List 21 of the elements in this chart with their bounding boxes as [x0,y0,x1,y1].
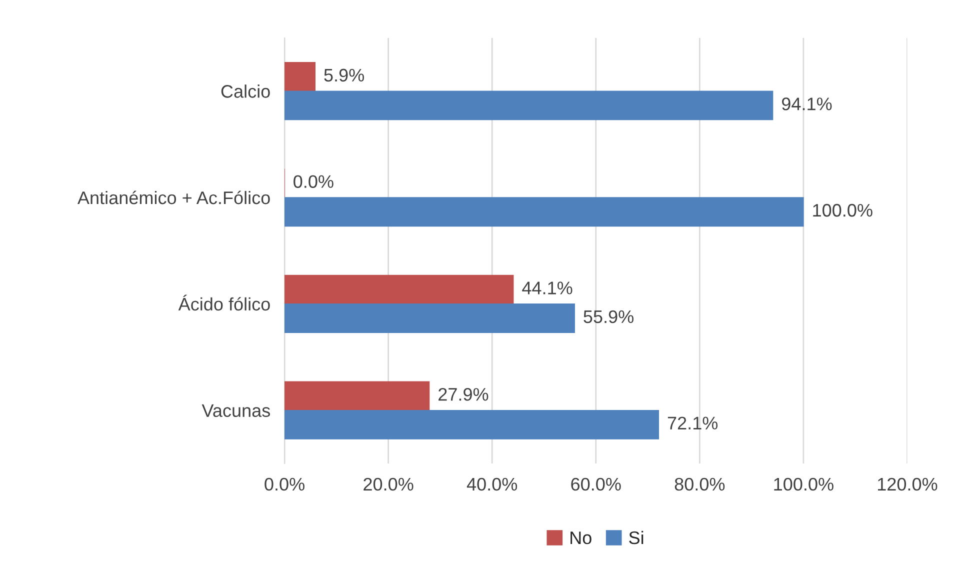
x-tick-label: 20.0% [364,478,414,491]
x-tick-label: 40.0% [466,478,518,491]
x-tick-label: 0.0% [264,478,304,491]
x-tick-label: 80.0% [674,478,725,491]
data-label: 44.1% [522,282,572,294]
y-tick-label: Ácido fólico [178,294,270,311]
x-tick-label: 100.0% [774,478,834,491]
x-tick-label: 60.0% [571,478,621,491]
legend-label: Si [629,530,644,544]
data-label: 27.9% [438,388,488,401]
y-tick-label: Vacunas [202,404,270,418]
y-tick-label: Antianémico + Ac.Fólico [77,190,270,204]
data-label: 5.9% [324,68,364,82]
y-tick-label: Calcio [221,84,270,98]
data-label: 0.0% [294,175,334,188]
data-label: 72.1% [668,416,718,430]
legend-label: No [570,532,592,544]
x-tick-label: 120.0% [878,478,938,491]
data-label: 94.1% [782,98,832,110]
data-label: 100.0% [813,204,872,217]
data-label: 55.9% [584,310,634,324]
